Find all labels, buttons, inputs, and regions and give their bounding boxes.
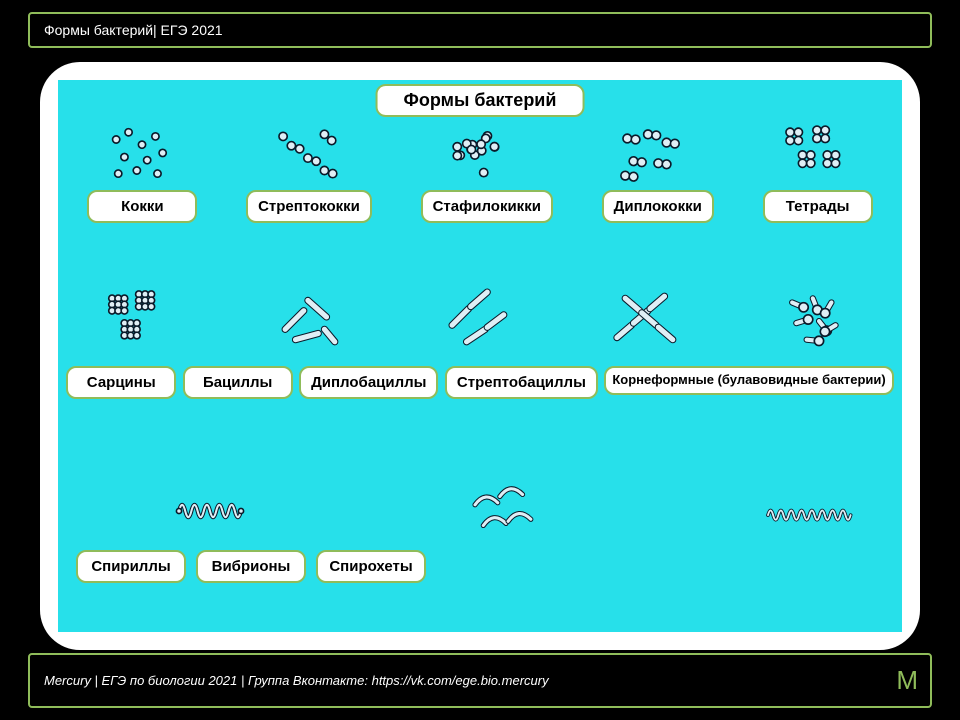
tetrad-icon [773,124,863,186]
icon-cell [396,288,565,350]
icon-cell [396,124,565,186]
diplobac-icon [435,288,525,350]
row1-icons [58,124,902,186]
row2-labels: СарциныБациллыДиплобациллыСтрептобациллы… [58,366,902,399]
coryne-icon [773,288,863,350]
bacteria-label: Спириллы [76,550,186,583]
diagram-title: Формы бактерий [376,84,585,117]
staphylo-icon [435,124,525,186]
icon-cell [697,480,902,542]
icon-cell [227,124,396,186]
icon-cell [733,288,902,350]
footer-bar: Mercury | ЕГЭ по биологии 2021 | Группа … [28,653,932,708]
row2-icons [58,288,902,350]
row3-icons [58,480,902,542]
icon-cell [227,288,396,350]
bacteria-label: Кокки [87,190,197,223]
bacteria-label: Диплобациллы [299,366,438,399]
icon-cell [564,124,733,186]
bacteria-label: Сарцины [66,366,176,399]
bacteria-label: Стрептобациллы [445,366,598,399]
icon-cell [58,124,227,186]
logo-icon: M [896,665,916,696]
content-card: Формы бактерий Кокки Стрептококки Стафилок… [40,62,920,650]
icon-cell [108,480,313,542]
bacteria-label: Спирохеты [316,550,426,583]
vibrio-icon [460,480,550,542]
bacteria-label: Вибрионы [196,550,306,583]
diagram-stage: Формы бактерий Кокки Стрептококки Стафилок… [58,80,902,632]
row1-labels: Кокки Стрептококки Стафилокикки Диплококки Т… [58,190,902,223]
diplo-icon [604,124,694,186]
strepto-icon [266,124,356,186]
icon-cell [58,288,227,350]
header-bar: Формы бактерий| ЕГЭ 2021 [28,12,932,48]
bacteria-label: Стафилокикки [421,190,553,223]
icon-cell [403,480,608,542]
streptobac-icon [604,288,694,350]
cocci-icon [97,124,187,186]
bacteria-label: Стрептококки [246,190,372,223]
footer-text: Mercury | ЕГЭ по биологии 2021 | Группа … [44,673,549,688]
bacteria-label: Тетрады [763,190,873,223]
bacilli-icon [266,288,356,350]
bacteria-label: Корнеформные (булавовидные бактерии) [604,366,893,395]
row3-labels: Спириллы Вибрионы Спирохеты [58,550,902,583]
bacteria-label: Бациллы [183,366,293,399]
bacteria-label: Диплококки [602,190,714,223]
spirochete-icon [755,480,845,542]
spirilla-icon [165,480,255,542]
icon-cell [733,124,902,186]
sarcina-icon [97,288,187,350]
icon-cell [564,288,733,350]
header-text: Формы бактерий| ЕГЭ 2021 [44,22,223,38]
